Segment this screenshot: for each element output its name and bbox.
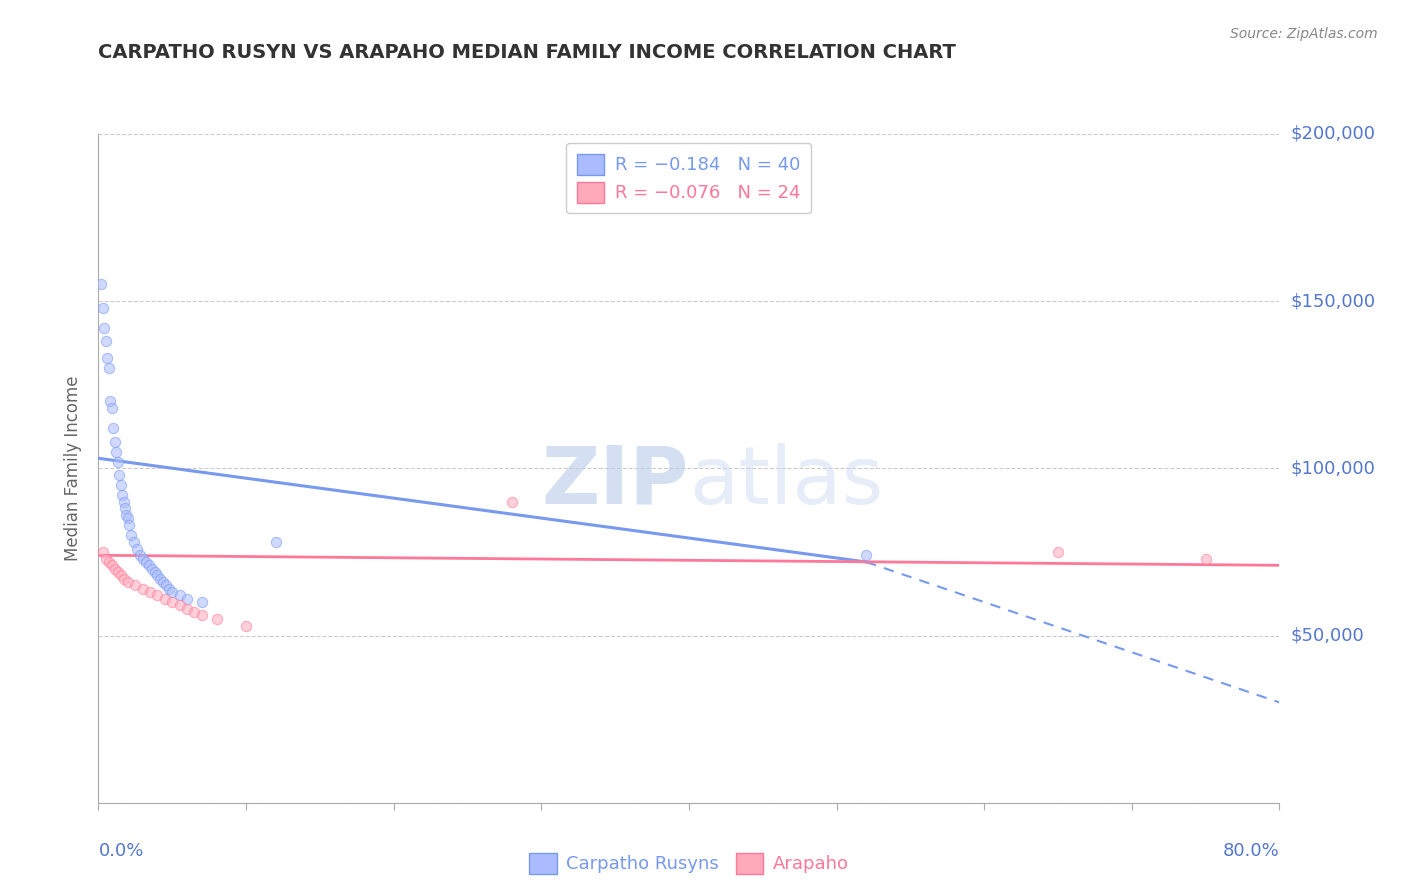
Text: atlas: atlas (689, 442, 883, 521)
Point (96, 351, 118, 365)
Point (94, 334, 117, 349)
Point (235, 618, 257, 632)
Text: CARPATHO RUSYN VS ARAPAHO MEDIAN FAMILY INCOME CORRELATION CHART: CARPATHO RUSYN VS ARAPAHO MEDIAN FAMILY … (98, 44, 956, 62)
Point (139, 585, 162, 599)
Point (152, 575, 174, 590)
Point (110, 478, 132, 492)
Point (93, 320, 115, 334)
Point (97, 361, 120, 376)
Point (125, 541, 148, 556)
Point (90, 277, 112, 292)
Point (107, 565, 129, 579)
Point (112, 494, 135, 508)
Point (105, 444, 128, 458)
Y-axis label: Median Family Income: Median Family Income (65, 376, 83, 561)
Point (176, 591, 198, 606)
Point (117, 511, 139, 525)
Text: Source: ZipAtlas.com: Source: ZipAtlas.com (1230, 27, 1378, 41)
Point (117, 575, 139, 590)
Point (176, 602, 198, 616)
Point (91, 301, 114, 315)
Point (205, 612, 228, 626)
Point (91, 545, 114, 559)
Point (169, 589, 191, 603)
Point (132, 551, 155, 566)
Point (132, 582, 155, 596)
Point (149, 572, 172, 586)
Point (114, 501, 136, 516)
Point (110, 568, 132, 582)
Text: $200,000: $200,000 (1291, 125, 1375, 143)
Point (153, 591, 176, 606)
Point (855, 548, 877, 563)
Point (128, 548, 150, 563)
Point (108, 467, 131, 482)
Point (264, 535, 287, 549)
Point (501, 494, 523, 508)
Point (138, 558, 160, 573)
Point (191, 595, 214, 609)
Point (124, 578, 146, 592)
Point (183, 605, 205, 619)
Text: ZIP: ZIP (541, 442, 689, 521)
Point (141, 562, 163, 576)
Point (112, 572, 135, 586)
Point (100, 558, 122, 573)
Text: 80.0%: 80.0% (1223, 842, 1279, 860)
Point (120, 528, 142, 542)
Point (122, 535, 145, 549)
Point (94, 551, 117, 566)
Point (97, 555, 120, 569)
Point (146, 568, 169, 582)
Point (107, 455, 129, 469)
Point (103, 421, 125, 435)
Point (1195, 551, 1218, 566)
Point (98, 394, 121, 409)
Point (157, 582, 180, 596)
Point (162, 595, 183, 609)
Point (169, 599, 191, 613)
Point (143, 565, 166, 579)
Text: $50,000: $50,000 (1291, 626, 1364, 645)
Point (111, 488, 134, 502)
Point (162, 585, 183, 599)
Point (1046, 545, 1069, 559)
Point (100, 401, 122, 416)
Point (118, 518, 141, 533)
Point (135, 555, 157, 569)
Text: 0.0%: 0.0% (98, 842, 143, 860)
Legend: Carpatho Rusyns, Arapaho: Carpatho Rusyns, Arapaho (522, 846, 856, 880)
Point (115, 508, 138, 523)
Point (155, 578, 177, 592)
Point (104, 434, 127, 449)
Point (104, 562, 127, 576)
Text: $150,000: $150,000 (1291, 292, 1375, 310)
Point (191, 608, 214, 623)
Text: $100,000: $100,000 (1291, 459, 1375, 477)
Point (146, 589, 169, 603)
